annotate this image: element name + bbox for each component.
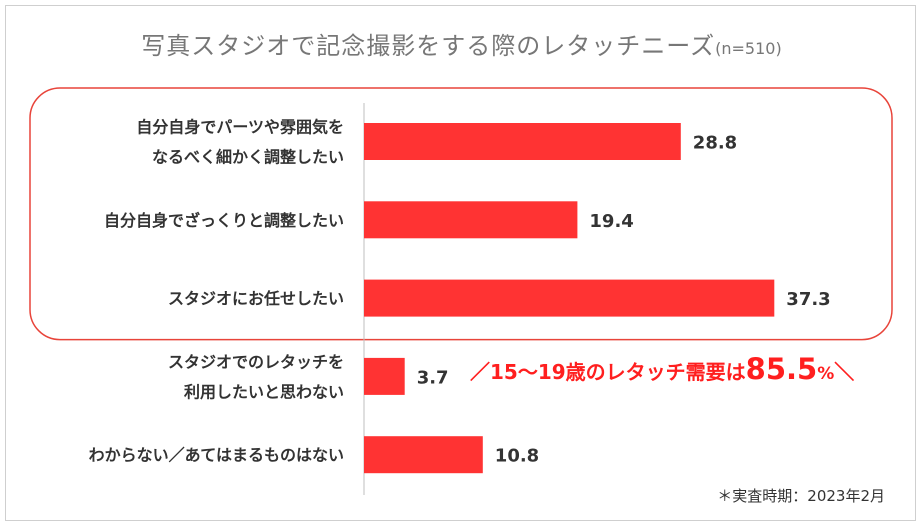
callout-value: 85.5 [745, 352, 818, 386]
data-label: 3.7 [417, 367, 449, 388]
category-label: 自分自身でざっくりと調整したい [104, 211, 344, 230]
category-label: わからない／あてはまるものはない [89, 446, 344, 465]
callout-unit: % [817, 364, 835, 384]
callout: ／15～19歳のレタッチ需要は85.5%＼ [470, 352, 854, 386]
callout-text: 15～19歳のレタッチ需要は [490, 360, 746, 384]
footnote: ＊実査時期：2023年2月 [717, 487, 885, 505]
data-label: 37.3 [786, 289, 830, 310]
category-label: 自分自身でパーツや雰囲気を [136, 118, 344, 137]
category-label: 利用したいと思わない [184, 382, 344, 401]
sample-size: (n=510) [715, 39, 782, 58]
category-label: スタジオでのレタッチを [168, 352, 344, 371]
bar [364, 279, 775, 317]
data-label: 19.4 [589, 211, 633, 232]
data-label: 10.8 [495, 446, 539, 467]
callout-slash-right: ＼ [834, 360, 855, 384]
title-text: 写真スタジオで記念撮影をする際のレタッチニーズ [141, 32, 716, 60]
data-label: 28.8 [693, 133, 737, 154]
callout-slash-left: ／ [470, 360, 490, 384]
bar [364, 357, 405, 395]
chart-title: 写真スタジオで記念撮影をする際のレタッチニーズ(n=510) [0, 26, 923, 61]
chart-frame [5, 5, 916, 521]
category-label: なるべく細かく調整したい [152, 148, 344, 167]
bar [364, 201, 578, 239]
category-label: スタジオにお任せしたい [168, 289, 344, 308]
highlight-box [29, 87, 893, 341]
bar [364, 436, 483, 474]
bar [364, 123, 681, 160]
